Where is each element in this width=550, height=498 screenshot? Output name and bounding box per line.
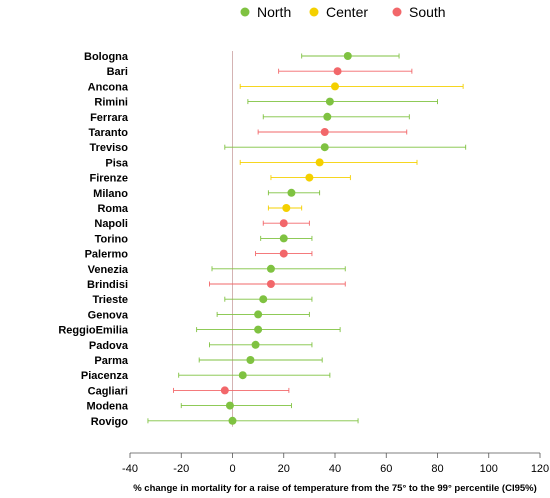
point-estimate (246, 356, 255, 364)
point-estimate (325, 97, 334, 106)
city-label: Roma (97, 203, 128, 215)
data-row-reggioemilia: ReggioEmilia (58, 325, 341, 337)
data-row-trieste: Trieste (93, 294, 313, 306)
legend-marker-center (309, 7, 319, 17)
city-label: Bari (107, 66, 128, 78)
city-label: Firenze (89, 173, 128, 185)
city-label: Ancona (88, 81, 129, 93)
x-tick-label: -20 (173, 463, 189, 475)
city-label: Genova (88, 309, 129, 321)
city-label: Modena (86, 401, 128, 413)
city-label: Palermo (85, 249, 129, 261)
legend-marker-south (392, 7, 402, 17)
legend-label-north: North (257, 4, 291, 20)
x-tick-label: -40 (122, 463, 138, 475)
city-label: Torino (95, 233, 129, 245)
city-label: Pisa (105, 157, 129, 169)
data-row-roma: Roma (97, 203, 303, 215)
x-tick-label: 40 (329, 463, 341, 475)
data-row-taranto: Taranto (88, 127, 408, 139)
point-estimate (320, 128, 329, 136)
x-tick-label: 20 (278, 463, 290, 475)
point-estimate (266, 264, 275, 273)
data-row-parma: Parma (94, 355, 323, 367)
data-row-palermo: Palermo (85, 249, 313, 261)
data-row-milano: Milano (93, 188, 321, 200)
point-estimate (254, 310, 263, 319)
city-label: Napoli (94, 218, 128, 230)
data-row-rovigo: Rovigo (91, 416, 359, 428)
city-label: Bologna (84, 51, 129, 63)
x-tick-label: 60 (380, 463, 392, 475)
point-estimate (266, 280, 275, 288)
point-estimate (251, 340, 260, 349)
city-label: Padova (89, 340, 129, 352)
city-label: Milano (93, 188, 128, 200)
legend-label-south: South (409, 4, 446, 20)
point-estimate (315, 158, 324, 167)
data-row-pisa: Pisa (105, 157, 418, 169)
point-estimate (323, 112, 332, 121)
point-estimate (238, 371, 247, 380)
x-axis-title: % change in mortality for a raise of tem… (133, 483, 537, 494)
data-row-cagliari: Cagliari (88, 385, 290, 397)
point-estimate (320, 143, 329, 152)
city-label: Rovigo (91, 416, 129, 428)
city-label: ReggioEmilia (58, 325, 129, 337)
data-row-treviso: Treviso (89, 142, 467, 154)
data-row-bologna: Bologna (84, 51, 400, 63)
point-estimate (287, 188, 296, 197)
legend-marker-north (240, 7, 250, 17)
data-row-padova: Padova (89, 340, 313, 352)
data-row-torino: Torino (95, 233, 313, 245)
data-row-brindisi: Brindisi (87, 279, 346, 291)
x-tick-label: 120 (531, 463, 549, 475)
legend: North Center South (240, 4, 446, 20)
city-label: Parma (94, 355, 129, 367)
city-label: Rimini (94, 97, 128, 109)
point-estimate (279, 219, 288, 228)
data-row-piacenza: Piacenza (81, 370, 331, 382)
point-estimate (333, 67, 342, 76)
data-row-bari: Bari (107, 66, 413, 78)
point-estimate (220, 386, 229, 395)
data-row-venezia: Venezia (88, 264, 346, 276)
x-tick-label: 80 (431, 463, 443, 475)
point-estimate (259, 295, 268, 304)
point-estimate (343, 52, 352, 60)
plot-area: Bologna Bari Ancona Rimini Ferrara Taranto Tre… (58, 51, 467, 428)
point-estimate (282, 204, 291, 212)
data-row-rimini: Rimini (94, 97, 438, 109)
city-label: Ferrara (90, 112, 129, 124)
city-label: Brindisi (87, 279, 128, 291)
data-row-ancona: Ancona (88, 81, 464, 93)
data-row-ferrara: Ferrara (90, 112, 410, 124)
city-label: Piacenza (81, 370, 129, 382)
point-estimate (305, 173, 314, 182)
x-tick-label: 0 (229, 463, 235, 475)
city-label: Trieste (93, 294, 128, 306)
city-label: Venezia (88, 264, 129, 276)
x-tick-label: 100 (480, 463, 498, 475)
point-estimate (228, 416, 237, 425)
city-label: Treviso (89, 142, 128, 154)
point-estimate (279, 249, 288, 258)
point-estimate (279, 234, 288, 243)
point-estimate (254, 325, 263, 334)
point-estimate (331, 82, 339, 91)
point-estimate (225, 401, 234, 410)
data-row-napoli: Napoli (94, 218, 310, 230)
x-axis: -40 -20 0 20 40 60 80 100 120 (122, 452, 549, 475)
city-label: Taranto (88, 127, 128, 139)
city-label: Cagliari (88, 385, 128, 397)
legend-label-center: Center (326, 4, 368, 20)
data-row-modena: Modena (86, 401, 292, 413)
data-row-genova: Genova (88, 309, 310, 321)
data-row-firenze: Firenze (89, 173, 351, 185)
